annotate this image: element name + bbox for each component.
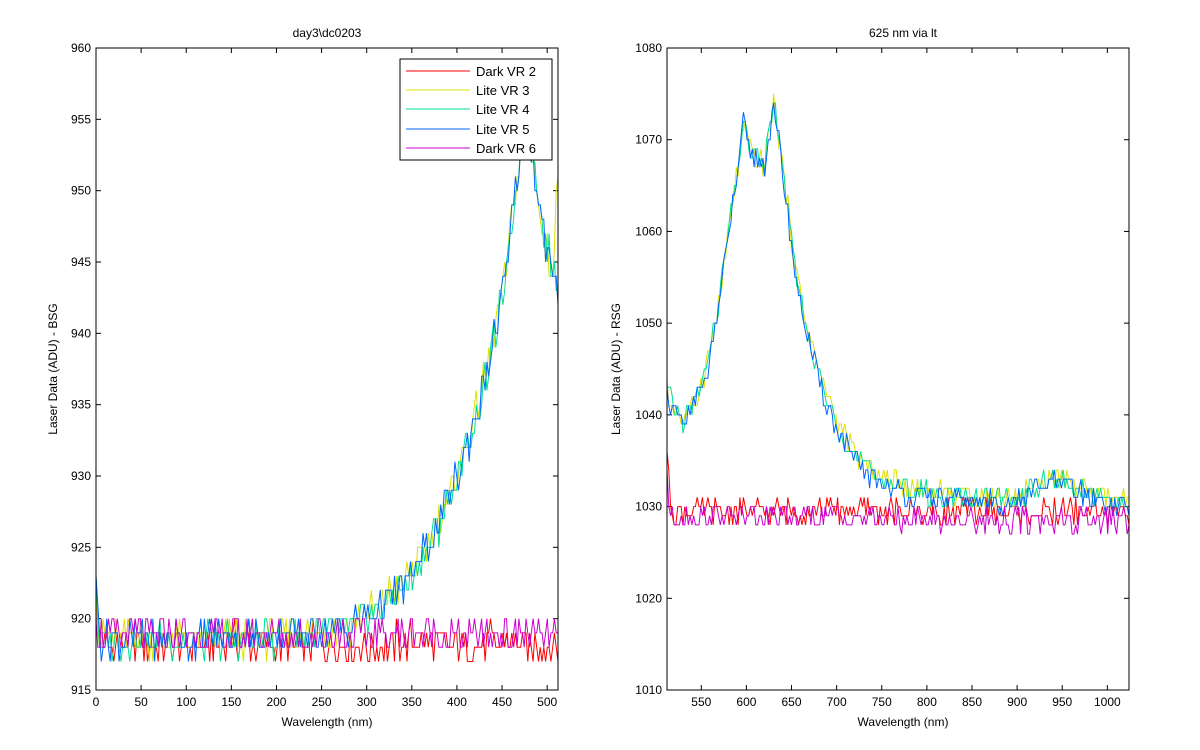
right-series-line-lite-vr-5 <box>667 102 1129 516</box>
legend-entry-dark-vr-2: Dark VR 2 <box>406 64 536 79</box>
right-y-tick-label: 1030 <box>635 500 662 514</box>
left-x-tick-label: 0 <box>93 695 100 709</box>
right-plot-title: 625 nm via lt <box>869 26 938 40</box>
right-plot-y-axis-label: Laser Data (ADU) - RSG <box>609 303 623 435</box>
left-y-tick-label: 945 <box>71 255 91 269</box>
left-y-tick-label: 955 <box>71 112 91 126</box>
right-y-tick-label: 1080 <box>635 41 662 55</box>
left-y-tick-label: 950 <box>71 184 91 198</box>
right-x-tick-label: 900 <box>1007 695 1027 709</box>
right-y-tick-label: 1050 <box>635 316 662 330</box>
legend-label-lite-vr-4: Lite VR 4 <box>476 102 529 117</box>
right-x-tick-label: 950 <box>1052 695 1072 709</box>
legend-entry-lite-vr-3: Lite VR 3 <box>406 83 529 98</box>
left-plot-ticks: 0 50 100 150 200 250 300 350 400 450 500 915 920 925 9… <box>71 41 558 709</box>
left-plot: day3\dc0203 Wavelength (nm) Laser Data (… <box>46 26 559 729</box>
right-y-tick-label: 1040 <box>635 408 662 422</box>
legend: Dark VR 2 Lite VR 3 Lite VR 4 Lite VR 5 … <box>399 58 553 161</box>
right-plot-x-axis-label: Wavelength (nm) <box>858 715 949 729</box>
left-x-tick-label: 250 <box>312 695 332 709</box>
left-x-tick-label: 500 <box>537 695 557 709</box>
legend-entry-lite-vr-5: Lite VR 5 <box>406 122 529 137</box>
right-x-tick-label: 550 <box>691 695 711 709</box>
left-y-tick-label: 925 <box>71 540 91 554</box>
legend-label-dark-vr-6: Dark VR 6 <box>476 141 536 156</box>
legend-entry-dark-vr-6: Dark VR 6 <box>406 141 536 156</box>
left-y-tick-label: 920 <box>71 612 91 626</box>
left-y-tick-label: 930 <box>71 469 91 483</box>
right-x-tick-label: 750 <box>872 695 892 709</box>
left-x-tick-label: 400 <box>447 695 467 709</box>
left-plot-axes-box <box>95 47 559 691</box>
legend-label-lite-vr-5: Lite VR 5 <box>476 122 529 137</box>
left-x-tick-label: 100 <box>176 695 196 709</box>
right-y-tick-label: 1070 <box>635 133 662 147</box>
left-plot-y-axis-label: Laser Data (ADU) - BSG <box>46 303 60 434</box>
legend-label-dark-vr-2: Dark VR 2 <box>476 64 536 79</box>
left-plot-series <box>96 133 558 662</box>
left-x-tick-label: 300 <box>357 695 377 709</box>
left-series-line-dark-vr-6 <box>96 618 558 648</box>
right-x-tick-label: 600 <box>736 695 756 709</box>
legend-entry-lite-vr-4: Lite VR 4 <box>406 102 529 117</box>
left-plot-title: day3\dc0203 <box>293 26 362 40</box>
right-plot: 625 nm via lt Wavelength (nm) Laser Data… <box>609 26 1130 729</box>
right-plot-axes-box <box>666 47 1130 691</box>
right-y-tick-label: 1060 <box>635 224 662 238</box>
right-x-tick-label: 850 <box>962 695 982 709</box>
left-y-tick-label: 935 <box>71 398 91 412</box>
left-x-tick-label: 450 <box>492 695 512 709</box>
right-plot-series <box>667 93 1129 535</box>
left-plot-x-axis-label: Wavelength (nm) <box>282 715 373 729</box>
left-x-tick-label: 50 <box>134 695 148 709</box>
right-plot-ticks: 550 600 650 700 750 800 850 900 950 1000 1010 1020 1… <box>635 41 1129 709</box>
right-y-tick-label: 1020 <box>635 591 662 605</box>
legend-label-lite-vr-3: Lite VR 3 <box>476 83 529 98</box>
left-y-tick-label: 915 <box>71 683 91 697</box>
left-x-tick-label: 200 <box>266 695 286 709</box>
left-x-tick-label: 350 <box>402 695 422 709</box>
right-x-tick-label: 1000 <box>1094 695 1121 709</box>
right-y-tick-label: 1010 <box>635 683 662 697</box>
left-y-tick-label: 960 <box>71 41 91 55</box>
right-x-tick-label: 650 <box>782 695 802 709</box>
left-x-tick-label: 150 <box>221 695 241 709</box>
left-y-tick-label: 940 <box>71 326 91 340</box>
right-series-line-dark-vr-6 <box>667 469 1129 535</box>
right-x-tick-label: 800 <box>917 695 937 709</box>
right-x-tick-label: 700 <box>827 695 847 709</box>
